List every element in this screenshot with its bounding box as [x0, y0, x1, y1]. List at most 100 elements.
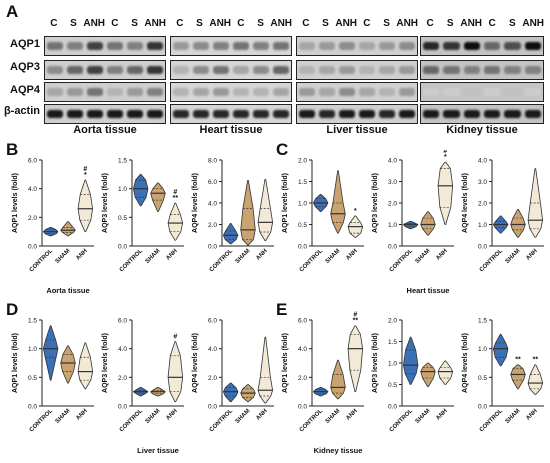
blot-band: [443, 88, 460, 96]
violin-control: [222, 382, 239, 403]
blot-band: [524, 110, 541, 118]
y-tick-label: 4.0: [388, 158, 397, 165]
blot-band: [67, 42, 83, 50]
violin-sham: [420, 362, 436, 388]
blot-strip: [170, 104, 292, 124]
lane-label: S: [257, 18, 264, 29]
group-caption: Kidney tissue: [314, 446, 363, 455]
lane-header-kidney: C S ANH C S ANH: [420, 18, 544, 29]
blot-band: [273, 42, 289, 50]
significance-mark: *: [354, 208, 357, 215]
violin-plot-d-aqp3: 0.0 2.0 4.0 6.0 AQP3 levels (fold) CONTROL SHA…: [102, 318, 184, 455]
panel-letter-b: B: [6, 140, 19, 159]
blot-strip: [296, 36, 418, 56]
category-label: SHAM: [145, 248, 162, 265]
category-label: CONTROL: [479, 248, 504, 273]
blot-band: [524, 88, 541, 96]
category-label: ANH: [75, 248, 88, 261]
y-tick-label: 0.0: [388, 244, 397, 251]
violin-anh: [167, 202, 184, 241]
y-axis-label: AQP4 levels (fold): [462, 333, 469, 393]
blot-band: [127, 88, 143, 96]
blot-band: [399, 88, 415, 96]
blot-band: [319, 42, 335, 50]
category-label: ANH: [165, 248, 178, 261]
category-label: SHAM: [235, 248, 252, 265]
blot-band: [443, 66, 460, 74]
blot-band: [173, 42, 189, 50]
blot-band: [147, 42, 163, 50]
y-tick-label: 4.0: [28, 186, 37, 193]
significance-mark: **: [515, 357, 521, 364]
category-label: ANH: [255, 408, 268, 421]
blot-band: [319, 88, 335, 96]
violin-anh: [437, 161, 454, 225]
blot-band: [463, 42, 480, 50]
blot-band: [147, 66, 163, 74]
category-label: ANH: [525, 248, 538, 261]
significance-mark: **: [533, 357, 539, 364]
y-tick-label: 2.0: [118, 375, 127, 382]
violin-sham: [330, 359, 346, 400]
blot-strip: [44, 82, 166, 102]
y-tick-label: 0.0: [118, 244, 127, 251]
violin-control: [402, 336, 419, 385]
lane-label: C: [302, 18, 310, 29]
blot-band: [524, 66, 541, 74]
group-caption: Heart tissue: [407, 286, 450, 295]
category-label: CONTROL: [299, 248, 324, 273]
category-label: CONTROL: [299, 408, 324, 433]
tissue-label-liver: Liver tissue: [326, 124, 388, 136]
blot-band: [67, 88, 83, 96]
lane-label: S: [446, 18, 454, 29]
lane-label: S: [131, 18, 138, 29]
blot-band: [87, 88, 103, 96]
blot-band: [233, 110, 249, 118]
lane-label: ANH: [83, 18, 106, 29]
category-label: CONTROL: [389, 248, 414, 273]
blot-band: [319, 66, 335, 74]
violin-control: [492, 333, 509, 367]
blot-band: [47, 66, 63, 74]
blot-band: [67, 110, 83, 118]
violin-plot-c-aqp3: 0.0 1.0 2.0 3.0 4.0 AQP3 levels (fold) CONTROL…: [372, 150, 454, 295]
blot-strip: [420, 60, 544, 80]
blot-band: [127, 66, 143, 74]
blot-strip: [44, 36, 166, 56]
significance-mark: #: [443, 150, 447, 155]
blot-band: [87, 42, 103, 50]
y-axis-label: AQP4 levels (fold): [462, 173, 469, 233]
blot-band: [253, 66, 269, 74]
blot-band: [173, 88, 189, 96]
violin-anh: [527, 364, 544, 395]
category-label: SHAM: [505, 248, 522, 265]
blot-band: [213, 66, 229, 74]
y-tick-label: 0.0: [28, 404, 37, 411]
lane-label: ANH: [522, 18, 545, 29]
violin-plot-e-aqp3: 0.0 0.5 1.0 1.5 2.0 AQP3 levels (fold) CONTROL…: [372, 318, 454, 433]
category-label: SHAM: [145, 408, 162, 425]
lane-label: ANH: [144, 18, 167, 29]
y-axis-label: AQP3 levels (fold): [372, 173, 379, 233]
y-tick-label: 1.5: [388, 339, 397, 346]
blot-band: [273, 66, 289, 74]
blot-band: [299, 110, 315, 118]
y-tick-label: 0.5: [298, 222, 307, 229]
y-tick-label: 2.0: [208, 222, 217, 229]
y-tick-label: 3.0: [388, 179, 397, 186]
significance-mark: #: [173, 189, 177, 196]
category-label: CONTROL: [209, 248, 234, 273]
y-axis-label: AQP3 levels (fold): [102, 173, 109, 233]
y-tick-label: 0.0: [388, 404, 397, 411]
y-tick-label: 2.0: [28, 215, 37, 222]
blot-band: [484, 88, 501, 96]
y-tick-label: 2.0: [388, 318, 397, 325]
y-tick-label: 1.5: [118, 158, 127, 165]
category-label: ANH: [435, 408, 448, 421]
blot-band: [423, 110, 440, 118]
y-axis-label: AQP4 levels (fold): [192, 333, 199, 393]
y-tick-label: 1.0: [478, 222, 487, 229]
y-tick-label: 0.5: [388, 382, 397, 389]
row-label-aqp3: AQP3: [10, 61, 40, 73]
y-tick-label: 0.0: [298, 244, 307, 251]
